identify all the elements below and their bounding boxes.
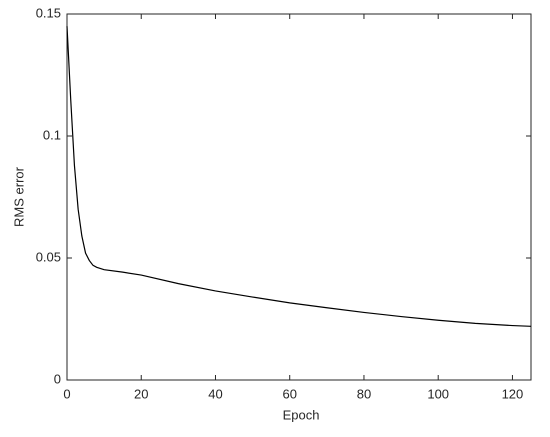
- x-axis-label: Epoch: [283, 407, 320, 422]
- y-tick-label: 0: [54, 371, 61, 386]
- y-axis-label: RMS error: [11, 166, 26, 227]
- x-tick-label: 0: [63, 386, 70, 401]
- plot-box: [66, 13, 532, 381]
- x-tick-label: 40: [208, 386, 222, 401]
- x-tick-label: 60: [282, 386, 296, 401]
- x-tick-label: 120: [502, 386, 524, 401]
- y-tick-label: 0.15: [36, 5, 61, 20]
- x-tick-label: 100: [427, 386, 449, 401]
- y-tick-label: 0.1: [43, 127, 61, 142]
- x-tick-label: 80: [357, 386, 371, 401]
- x-tick-label: 20: [134, 386, 148, 401]
- data-line: [66, 26, 532, 327]
- y-tick-label: 0.05: [36, 249, 61, 264]
